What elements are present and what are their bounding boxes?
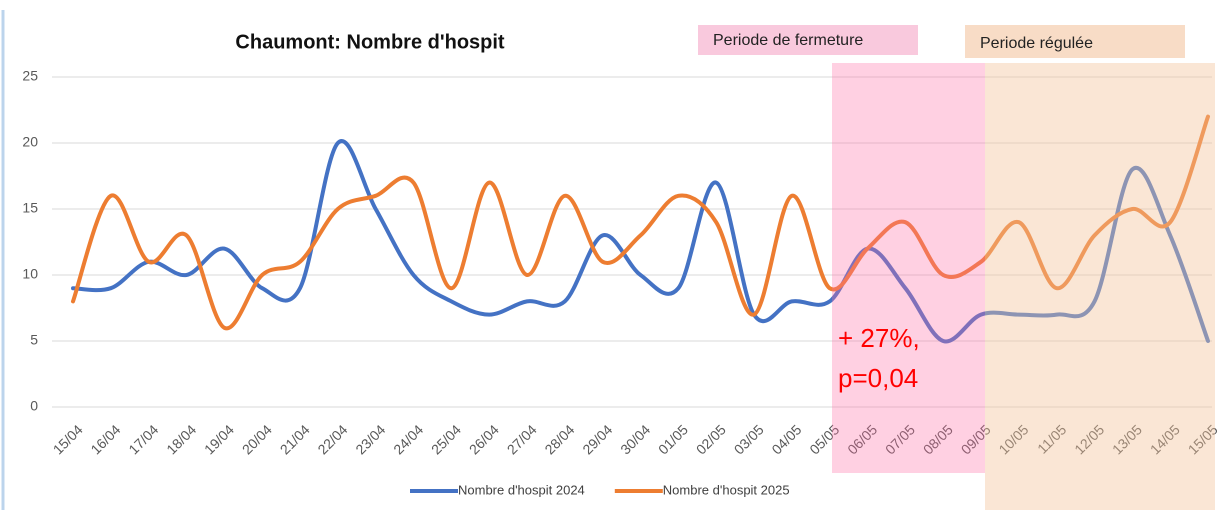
y-tick-label: 15 [22, 200, 38, 216]
legend-label: Nombre d'hospit 2024 [458, 482, 585, 497]
region-label-box [698, 25, 918, 55]
region-label-box [965, 25, 1185, 58]
region-label: Periode régulée [980, 35, 1093, 52]
annotation: p=0,04 [838, 363, 918, 393]
chart-title: Chaumont: Nombre d'hospit [235, 31, 505, 53]
series-line [71, 139, 1210, 344]
closure-region [832, 63, 985, 473]
legend-label: Nombre d'hospit 2025 [663, 482, 790, 497]
region-label: Periode de fermeture [713, 32, 863, 49]
legend: Nombre d'hospit 2024 Nombre d'hospit 2025 [410, 482, 790, 497]
lines [71, 114, 1210, 344]
regulated-region [985, 63, 1215, 510]
y-tick-label: 0 [30, 398, 38, 414]
y-tick-label: 20 [22, 134, 38, 150]
y-tick-label: 5 [30, 332, 38, 348]
annotation: + 27%, [838, 323, 920, 353]
y-tick-label: 10 [22, 266, 38, 282]
y-tick-label: 25 [22, 68, 38, 84]
series-line [71, 114, 1210, 331]
